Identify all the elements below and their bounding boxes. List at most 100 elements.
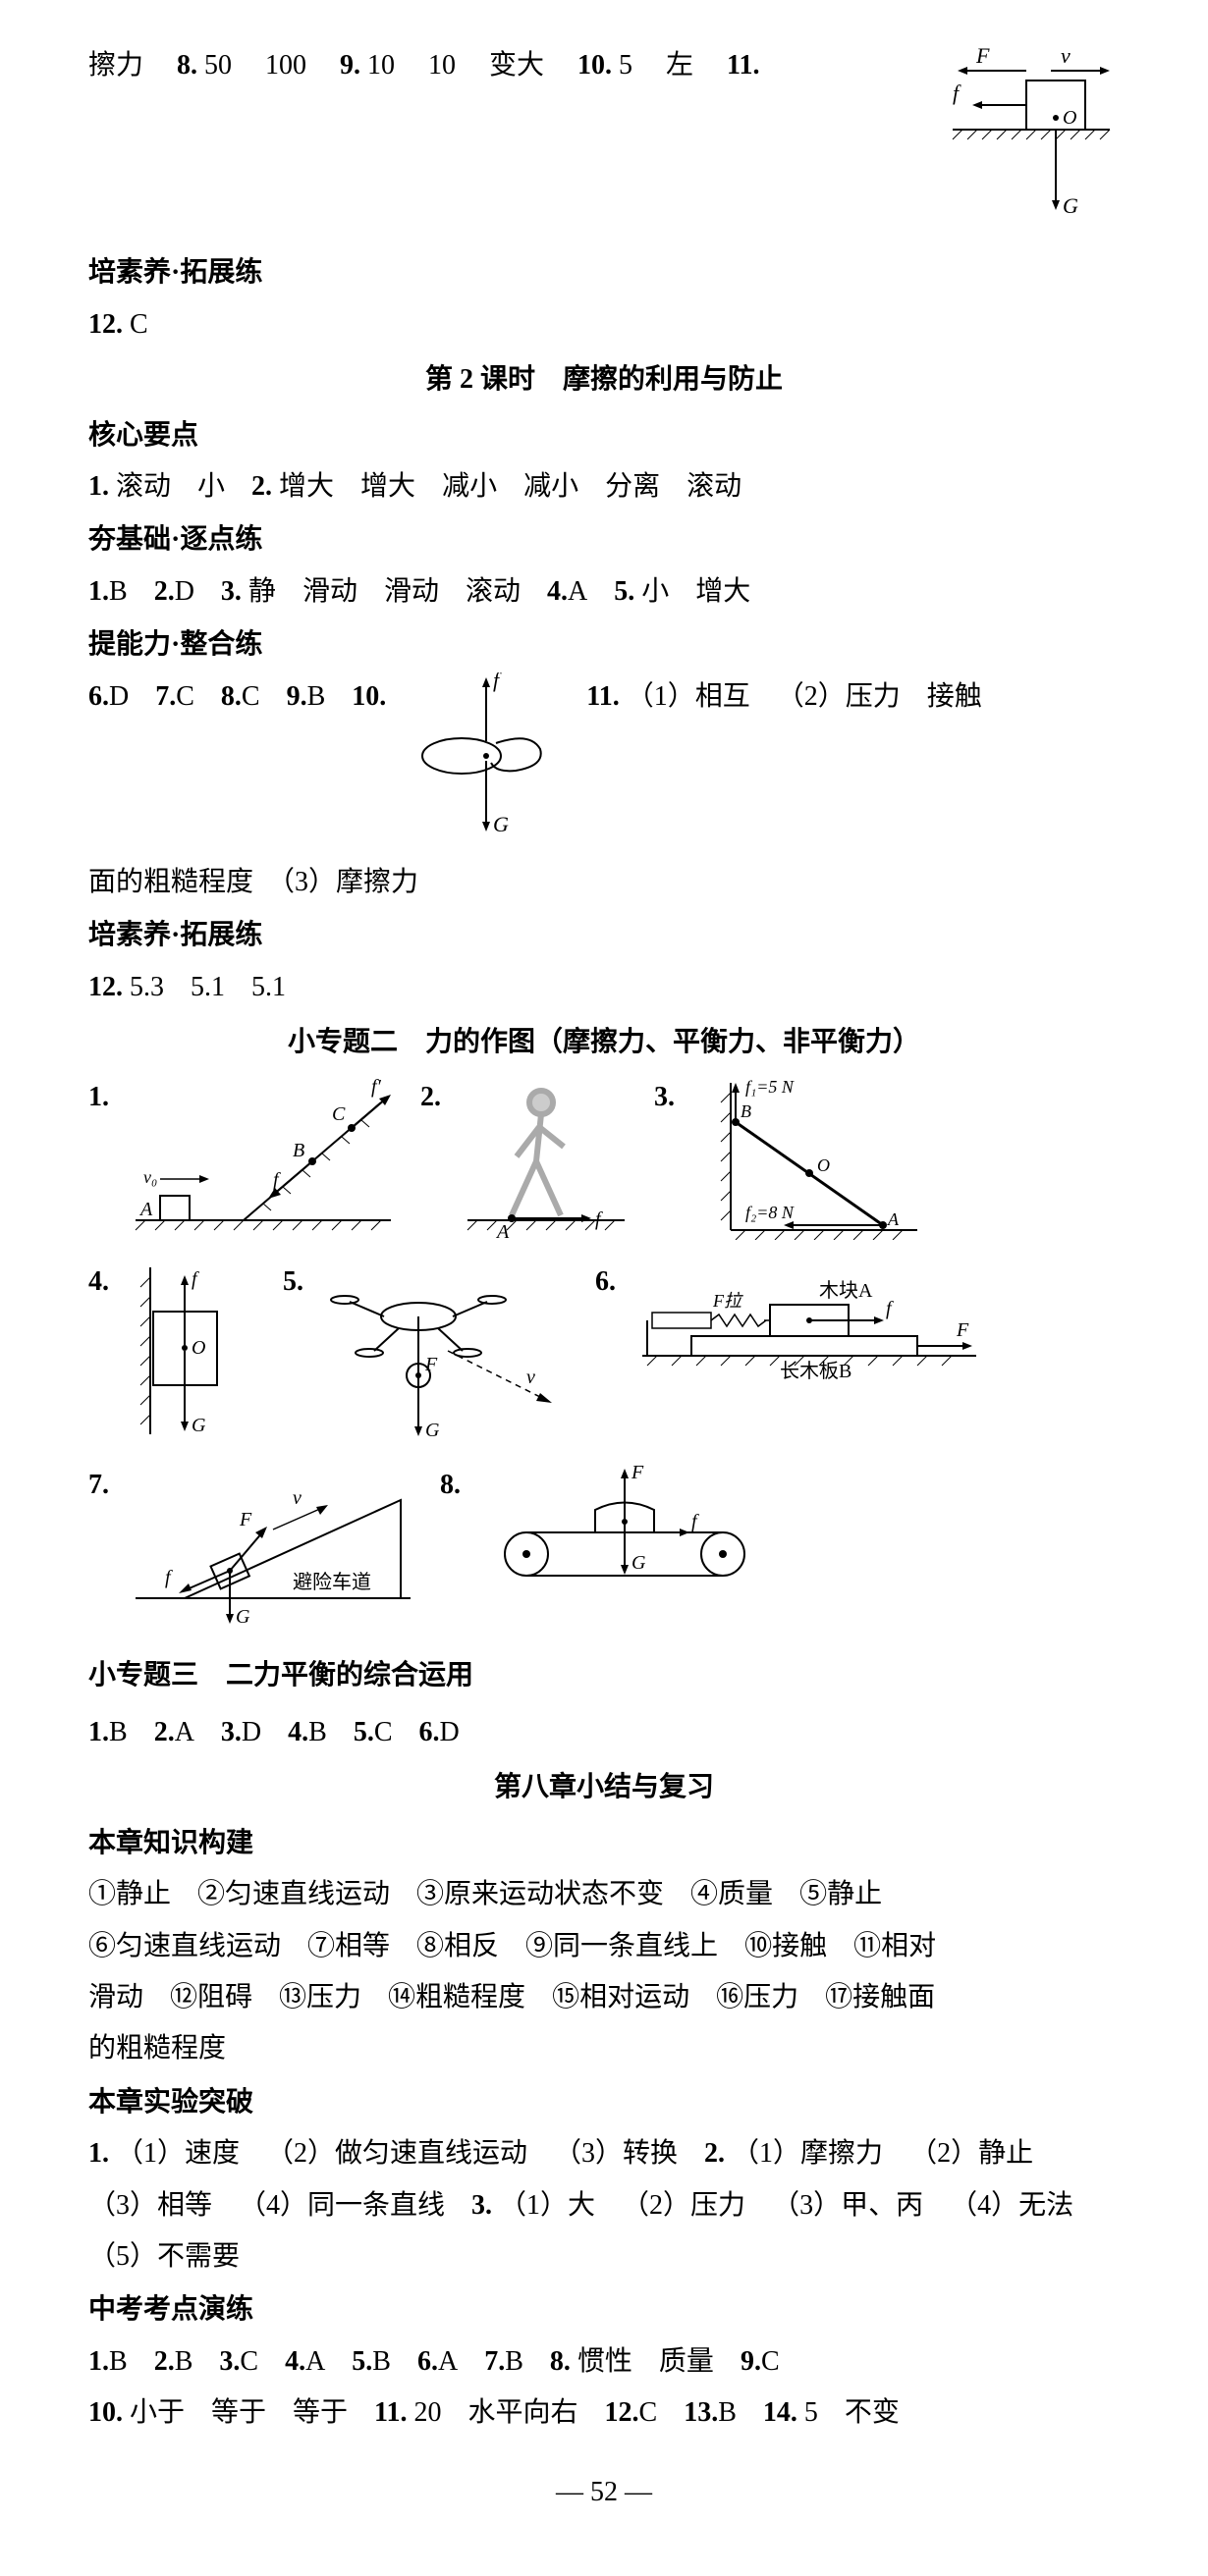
ans: C — [176, 681, 194, 712]
answer-line: 1.B 2.D 3. 静 滑动 滑动 滚动 4.A 5. 小 增大 — [88, 567, 1120, 617]
ans: 增大 — [695, 576, 750, 607]
svg-text:B: B — [741, 1101, 751, 1121]
ans: 变大 — [489, 50, 544, 80]
ans: （3）甲、丙 — [772, 2190, 923, 2221]
ans: A — [175, 1717, 194, 1747]
ans: 10 — [367, 50, 395, 80]
ans: B — [109, 2346, 128, 2377]
svg-text:A: A — [495, 1221, 510, 1240]
q-num: 7. — [88, 1470, 109, 1500]
top-continuation-line: 擦力 8. 50 100 9. 10 10 变大 10. 5 左 11. — [88, 41, 1120, 90]
svg-text:f: f — [192, 1268, 199, 1290]
ans: 5.1 — [191, 972, 225, 1002]
item: ⑮相对运动 — [552, 1982, 689, 2012]
ans: C — [242, 681, 260, 712]
ans: B — [109, 576, 128, 607]
label-O: O — [1063, 107, 1076, 129]
q-num: 5. — [354, 1717, 374, 1747]
q-num: 2. — [154, 1717, 175, 1747]
item: ③原来运动状态不变 — [416, 1879, 664, 1909]
diagram-8-conveyor: F G f — [477, 1461, 772, 1615]
ans: 滑动 — [384, 576, 439, 607]
q-num: 5. — [614, 576, 634, 607]
ans: 静 — [248, 576, 276, 607]
item: ⑤静止 — [799, 1879, 882, 1909]
item: ①静止 — [88, 1879, 171, 1909]
q-num: 4. — [88, 1266, 109, 1297]
q-num: 2. — [154, 576, 175, 607]
ans: （2）压力 — [622, 2190, 745, 2221]
answer-line: 1.B 2.A 3.D 4.B 5.C 6.D — [88, 1708, 1120, 1757]
exam-line: 10. 小于 等于 等于 11. 20 水平向右 12.C 13.B 14. 5… — [88, 2388, 1120, 2438]
ans: 增大 — [279, 471, 334, 502]
topic-title: 小专题二 力的作图（摩擦力、平衡力、非平衡力） — [88, 1018, 1120, 1067]
svg-text:f: f — [165, 1567, 173, 1588]
diagram-q10-hand: f G — [403, 672, 570, 856]
exp-line: （3）相等 （4）同一条直线 3. （1）大 （2）压力 （3）甲、丙 （4）无… — [88, 2181, 1120, 2230]
q-num: 6. — [88, 681, 109, 712]
svg-text:F: F — [631, 1462, 644, 1483]
ans: （4）无法 — [950, 2190, 1073, 2221]
ans: （3）转换 — [554, 2138, 678, 2169]
q-num: 1. — [88, 1082, 109, 1112]
item: 滑动 — [88, 1982, 143, 2012]
item: ⑩接触 — [744, 1931, 827, 1961]
q-num: 3. — [219, 2346, 240, 2377]
section-head: 提能力·整合练 — [88, 620, 1120, 670]
q-num: 14. — [763, 2397, 797, 2428]
svg-text:v₀: v₀ — [143, 1167, 157, 1187]
q-num: 8. — [221, 681, 242, 712]
item: ⑦相等 — [307, 1931, 390, 1961]
knowledge-line: ①静止 ②匀速直线运动 ③原来运动状态不变 ④质量 ⑤静止 — [88, 1870, 1120, 1919]
ans: （2）压力 — [777, 681, 901, 712]
item: ⑫阻碍 — [170, 1982, 252, 2012]
q-num: 12. — [88, 972, 123, 1002]
ans: C — [130, 309, 148, 340]
svg-text:f₁=5 N: f₁=5 N — [745, 1077, 795, 1097]
q-num: 7. — [484, 2346, 505, 2377]
ans: B — [308, 1717, 327, 1747]
svg-text:F: F — [239, 1509, 252, 1530]
exam-line: 1.B 2.B 3.C 4.A 5.B 6.A 7.B 8. 惯性 质量 9.C — [88, 2337, 1120, 2387]
svg-text:O: O — [192, 1337, 205, 1359]
ans: 质量 — [659, 2346, 714, 2377]
diagram-q11: O F v f G — [943, 41, 1120, 244]
q-num: 8. — [177, 50, 197, 80]
ans: （4）同一条直线 — [239, 2190, 445, 2221]
q-num: 1. — [88, 1717, 109, 1747]
q-num: 4. — [285, 2346, 305, 2377]
svg-text:F: F — [956, 1319, 969, 1341]
svg-text:f: f — [691, 1511, 699, 1532]
section-head: 培素养·拓展练 — [88, 248, 1120, 297]
topic-title: 小专题三 二力平衡的综合运用 — [88, 1651, 473, 1700]
ans: 等于 — [293, 2397, 348, 2428]
q-num: 12. — [88, 309, 123, 340]
q-num: 1. — [88, 2346, 109, 2377]
ans: 水平向右 — [468, 2397, 578, 2428]
q-num: 3. — [654, 1082, 675, 1112]
page-number-value: 52 — [590, 2477, 618, 2507]
q-num: 3. — [221, 576, 242, 607]
q-num: 10. — [88, 2397, 123, 2428]
diagram-5-drone: F G v — [320, 1258, 576, 1461]
diagram-4-wall-block: O f G — [126, 1258, 263, 1461]
ans: 滑动 — [302, 576, 357, 607]
ans: 接触 — [927, 681, 982, 712]
q-num: 11. — [727, 50, 759, 80]
chapter-title: 第八章小结与复习 — [88, 1763, 1120, 1812]
ans: 小 — [197, 471, 225, 502]
answer-line: 1. 滚动 小 2. 增大 增大 减小 减小 分离 滚动 — [88, 462, 1120, 511]
svg-text:f: f — [886, 1298, 894, 1319]
ans: C — [240, 2346, 258, 2377]
svg-text:v: v — [293, 1487, 302, 1509]
ans: 减小 — [442, 471, 497, 502]
ans: 10 — [428, 50, 456, 80]
answer-line: 12. 5.3 5.1 5.1 — [88, 963, 1120, 1012]
ans: 20 — [414, 2397, 442, 2428]
diagram-7-ramp: 避险车道 F v f G — [126, 1461, 420, 1644]
ans: 等于 — [211, 2397, 266, 2428]
svg-text:A: A — [138, 1199, 153, 1220]
diagram-2-walker: A f — [458, 1073, 634, 1257]
svg-text:F: F — [424, 1354, 438, 1375]
ans: （2）静止 — [909, 2138, 1033, 2169]
